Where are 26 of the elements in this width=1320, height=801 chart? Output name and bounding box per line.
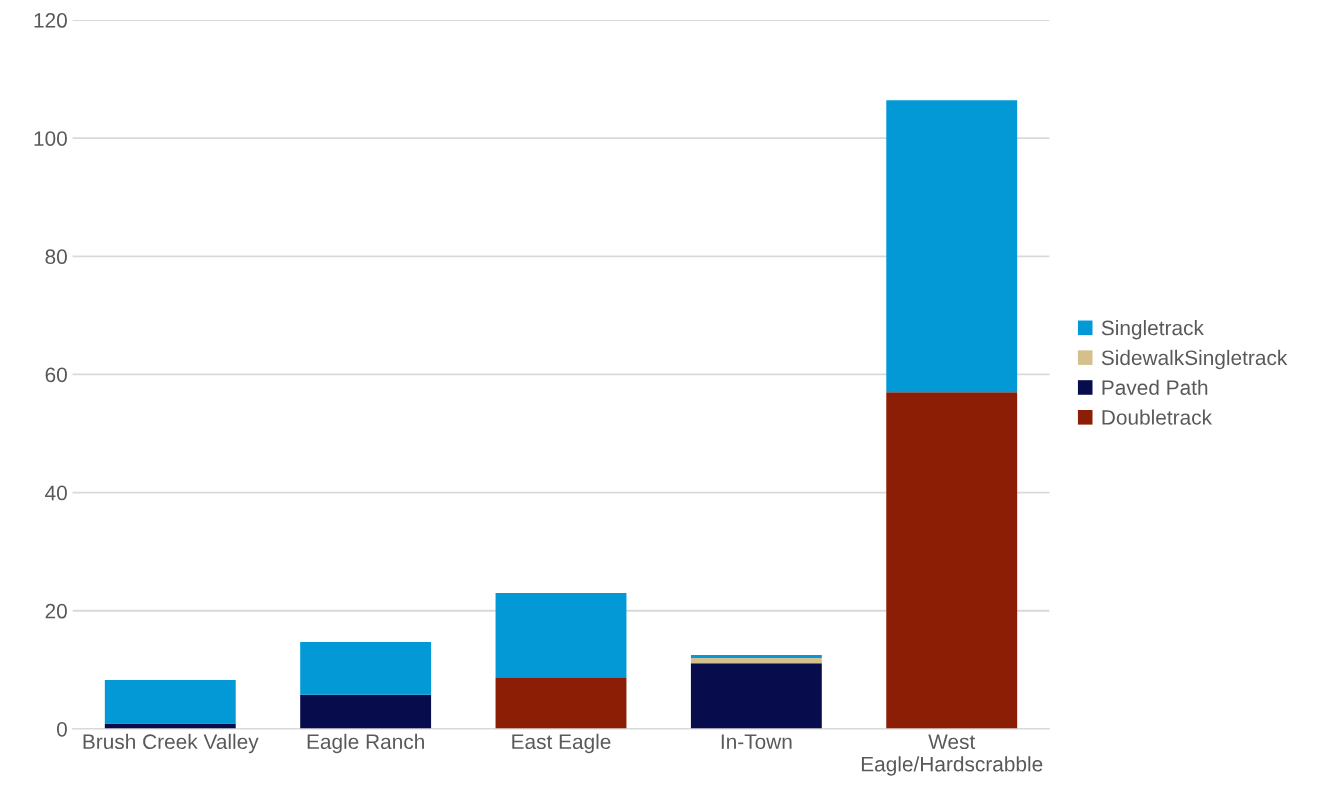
y-tick-label: 0 [56, 721, 67, 737]
legend-label: Paved Path [1102, 379, 1208, 395]
x-tick-label: Brush Creek Valley [83, 733, 259, 754]
x-tick-label: In-Town [721, 734, 792, 750]
bar [886, 392, 1018, 729]
x-tick-label: East Eagle [512, 733, 611, 754]
legend-label: Singletrack [1101, 320, 1204, 340]
bar [300, 642, 432, 695]
legend-label: SidewalkSingletrack [1101, 349, 1288, 370]
bar [495, 593, 627, 679]
bar [886, 100, 1018, 393]
y-tick-label: 40 [45, 485, 67, 501]
x-tick-label: Eagle Ranch [307, 733, 424, 754]
bar [495, 678, 627, 729]
legend-label: Doubletrack [1102, 409, 1213, 425]
bar [690, 663, 822, 729]
y-tick-label: 120 [34, 13, 67, 28]
y-tick-label: 80 [45, 249, 67, 265]
bar [690, 658, 822, 664]
x-tick-label: West Eagle/Hardscrabble [861, 734, 1043, 776]
bar [300, 694, 432, 729]
bar [104, 679, 236, 724]
y-tick-label: 60 [45, 367, 67, 383]
bar [690, 655, 822, 659]
y-tick-label: 20 [45, 603, 67, 619]
y-tick-label: 100 [34, 131, 67, 146]
